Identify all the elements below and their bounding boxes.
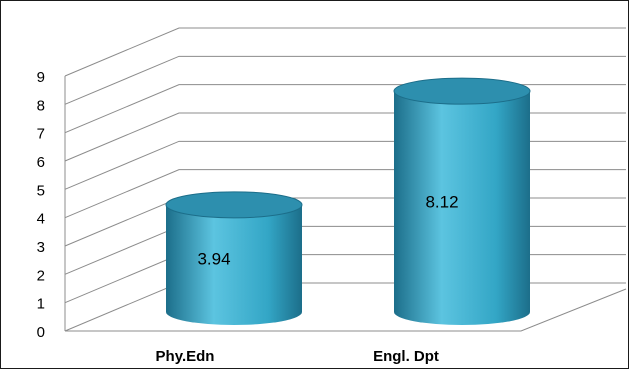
y-tick-label: 8	[37, 97, 45, 114]
x-category-label: Phy.Edn	[156, 348, 215, 365]
bar	[166, 205, 302, 325]
data-label: 8.12	[425, 193, 458, 212]
y-tick-label: 4	[37, 211, 45, 228]
gridlines	[65, 28, 626, 331]
y-tick-label: 0	[37, 324, 45, 341]
gridline	[65, 283, 626, 331]
y-tick-label: 6	[37, 154, 45, 171]
y-tick-label: 5	[37, 182, 45, 199]
y-tick-label: 7	[37, 126, 45, 143]
y-tick-label: 3	[37, 239, 45, 256]
data-label: 3.94	[197, 249, 230, 268]
bar	[394, 91, 530, 325]
x-axis-categories: Phy.Edn Engl. Dpt	[156, 348, 439, 365]
bars	[166, 78, 530, 325]
y-tick-label: 2	[37, 267, 45, 284]
x-category-label: Engl. Dpt	[373, 348, 439, 365]
y-axis-ticks: 0 1 2 3 4 5 6 7 8 9	[37, 69, 45, 341]
y-tick-label: 9	[37, 69, 45, 86]
bar-top	[166, 192, 302, 218]
bar-top	[394, 78, 530, 104]
y-tick-label: 1	[37, 296, 45, 313]
